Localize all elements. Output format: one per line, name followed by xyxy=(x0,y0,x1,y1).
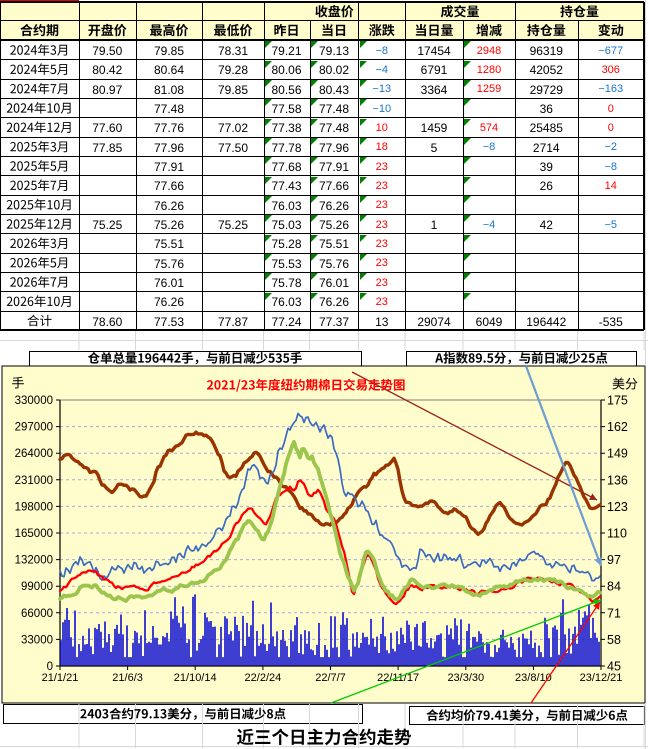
svg-text:0: 0 xyxy=(47,661,53,673)
svg-text:23/12/21: 23/12/21 xyxy=(580,672,623,684)
svg-text:110: 110 xyxy=(607,527,627,541)
svg-text:231000: 231000 xyxy=(15,475,53,487)
svg-text:198000: 198000 xyxy=(15,501,53,513)
svg-text:264000: 264000 xyxy=(15,448,53,460)
svg-text:330000: 330000 xyxy=(15,395,53,407)
svg-text:21/1/21: 21/1/21 xyxy=(42,672,79,684)
svg-text:175: 175 xyxy=(607,394,628,408)
svg-text:97: 97 xyxy=(607,553,621,567)
svg-text:66000: 66000 xyxy=(21,608,53,620)
svg-text:21/6/3: 21/6/3 xyxy=(112,672,143,684)
svg-text:84: 84 xyxy=(607,580,621,594)
svg-text:22/7/7: 22/7/7 xyxy=(315,672,346,684)
svg-text:123: 123 xyxy=(607,500,628,514)
svg-text:45: 45 xyxy=(607,660,621,674)
svg-text:22/2/24: 22/2/24 xyxy=(245,672,282,684)
svg-text:33000: 33000 xyxy=(21,634,53,646)
svg-text:99000: 99000 xyxy=(21,581,53,593)
svg-text:23/3/30: 23/3/30 xyxy=(447,672,484,684)
svg-text:162: 162 xyxy=(607,420,628,434)
svg-text:132000: 132000 xyxy=(15,555,53,567)
svg-text:23/8/10: 23/8/10 xyxy=(515,672,552,684)
svg-text:136: 136 xyxy=(607,473,628,487)
svg-text:149: 149 xyxy=(607,447,628,461)
svg-text:71: 71 xyxy=(607,606,621,620)
svg-text:58: 58 xyxy=(607,633,621,647)
svg-text:297000: 297000 xyxy=(15,422,53,434)
svg-text:165000: 165000 xyxy=(15,528,53,540)
svg-text:21/10/14: 21/10/14 xyxy=(174,672,217,684)
